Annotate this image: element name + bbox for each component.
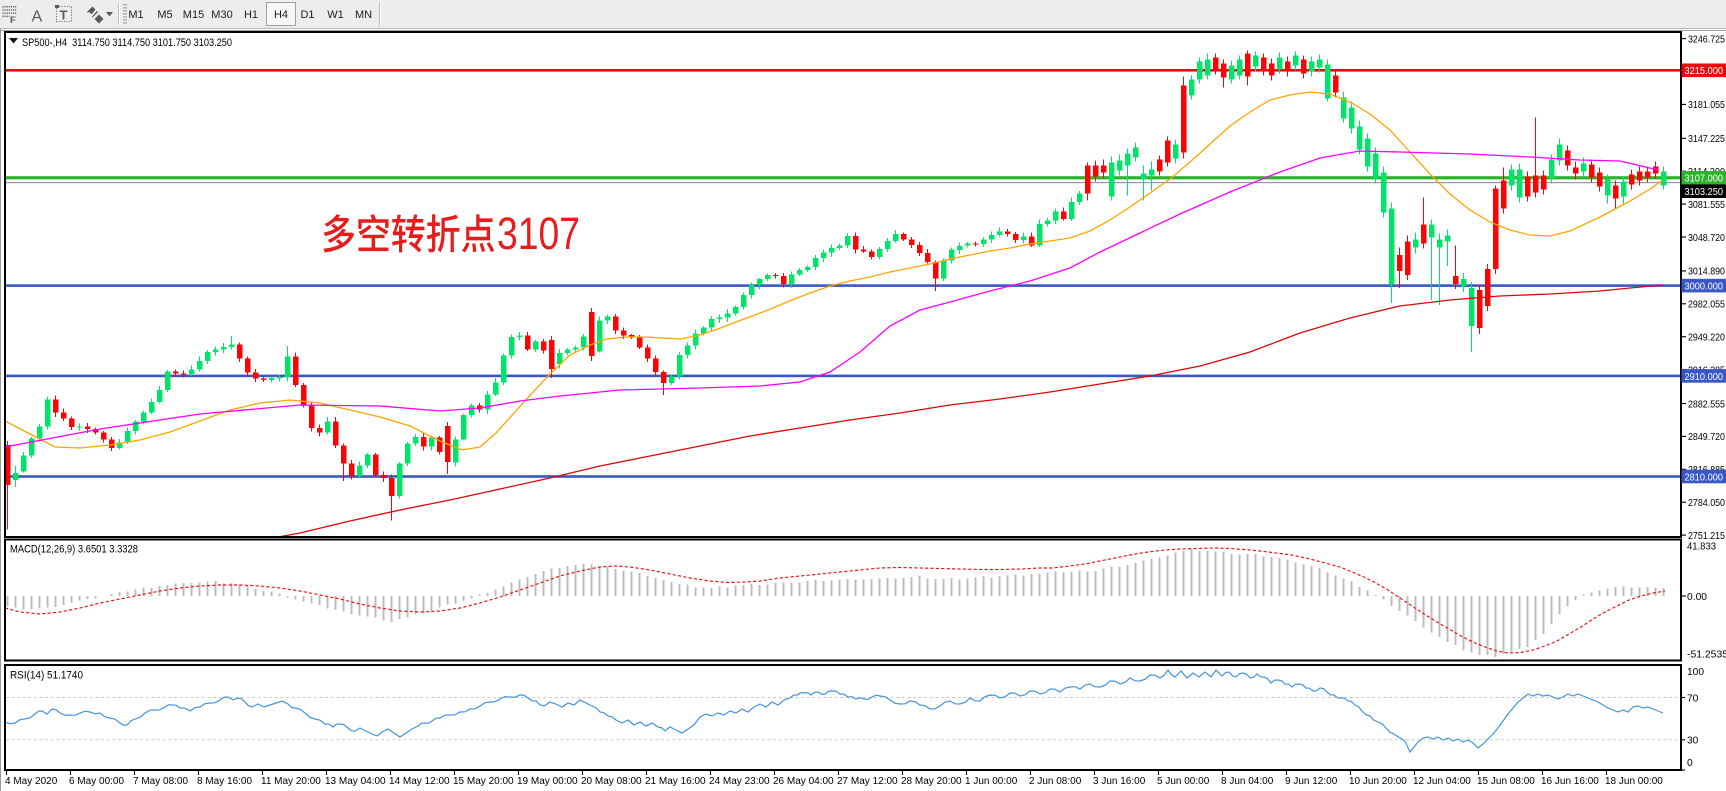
svg-text:H4: H4 bbox=[274, 9, 288, 21]
svg-text:19 May 00:00: 19 May 00:00 bbox=[517, 776, 578, 787]
svg-text:2849.720: 2849.720 bbox=[1688, 432, 1725, 443]
svg-text:27 May 12:00: 27 May 12:00 bbox=[837, 776, 898, 787]
svg-text:0: 0 bbox=[1687, 758, 1693, 769]
svg-text:3048.720: 3048.720 bbox=[1688, 233, 1725, 244]
svg-text:2910.000: 2910.000 bbox=[1685, 372, 1724, 383]
svg-text:21 May 16:00: 21 May 16:00 bbox=[645, 776, 706, 787]
svg-text:0.00: 0.00 bbox=[1687, 592, 1707, 603]
svg-text:9 Jun 12:00: 9 Jun 12:00 bbox=[1285, 776, 1338, 787]
svg-text:8 May 16:00: 8 May 16:00 bbox=[197, 776, 252, 787]
svg-text:M1: M1 bbox=[128, 9, 143, 21]
svg-text:T: T bbox=[60, 8, 68, 23]
svg-text:M30: M30 bbox=[211, 9, 232, 21]
svg-text:5 Jun 00:00: 5 Jun 00:00 bbox=[1157, 776, 1210, 787]
svg-text:F: F bbox=[10, 15, 16, 26]
svg-text:3107: 3107 bbox=[497, 208, 580, 259]
svg-text:D1: D1 bbox=[300, 9, 314, 21]
svg-text:H1: H1 bbox=[244, 9, 258, 21]
svg-text:3103.250: 3103.250 bbox=[1685, 187, 1724, 198]
svg-text:100: 100 bbox=[1687, 667, 1704, 678]
svg-text:15 May 20:00: 15 May 20:00 bbox=[453, 776, 514, 787]
svg-text:3 Jun 16:00: 3 Jun 16:00 bbox=[1093, 776, 1146, 787]
svg-text:2810.000: 2810.000 bbox=[1685, 472, 1724, 483]
svg-text:SP500-,H4 3114.750 3114.750 3: SP500-,H4 3114.750 3114.750 3101.750 310… bbox=[22, 37, 232, 49]
svg-text:M15: M15 bbox=[183, 9, 204, 21]
svg-text:20 May 08:00: 20 May 08:00 bbox=[581, 776, 642, 787]
svg-text:3000.000: 3000.000 bbox=[1685, 282, 1724, 293]
svg-text:3181.055: 3181.055 bbox=[1688, 100, 1725, 111]
svg-text:MN: MN bbox=[355, 9, 372, 21]
svg-text:2982.055: 2982.055 bbox=[1688, 300, 1725, 311]
svg-text:28 May 20:00: 28 May 20:00 bbox=[901, 776, 962, 787]
svg-text:M5: M5 bbox=[157, 9, 172, 21]
svg-text:2882.555: 2882.555 bbox=[1688, 399, 1725, 410]
svg-text:1 Jun 00:00: 1 Jun 00:00 bbox=[965, 776, 1018, 787]
svg-text:6 May 00:00: 6 May 00:00 bbox=[69, 776, 124, 787]
svg-text:3246.725: 3246.725 bbox=[1688, 34, 1725, 45]
svg-text:8 Jun 04:00: 8 Jun 04:00 bbox=[1221, 776, 1274, 787]
svg-text:A: A bbox=[32, 9, 43, 26]
svg-text:2949.220: 2949.220 bbox=[1688, 333, 1725, 344]
svg-text:15 Jun 08:00: 15 Jun 08:00 bbox=[1477, 776, 1535, 787]
svg-text:3014.890: 3014.890 bbox=[1688, 267, 1725, 278]
svg-text:18 Jun 00:00: 18 Jun 00:00 bbox=[1605, 776, 1663, 787]
svg-text:14 May 12:00: 14 May 12:00 bbox=[389, 776, 450, 787]
svg-text:70: 70 bbox=[1687, 694, 1699, 705]
svg-text:-51.2535: -51.2535 bbox=[1687, 650, 1726, 661]
svg-text:RSI(14) 51.1740: RSI(14) 51.1740 bbox=[10, 670, 83, 682]
svg-text:41.833: 41.833 bbox=[1687, 542, 1716, 553]
svg-text:3147.225: 3147.225 bbox=[1688, 134, 1725, 145]
svg-text:3081.555: 3081.555 bbox=[1688, 200, 1725, 211]
svg-text:13 May 04:00: 13 May 04:00 bbox=[325, 776, 386, 787]
svg-text:4 May 2020: 4 May 2020 bbox=[5, 776, 58, 787]
svg-text:W1: W1 bbox=[327, 9, 344, 21]
svg-text:2 Jun 08:00: 2 Jun 08:00 bbox=[1029, 776, 1082, 787]
svg-text:10 Jun 20:00: 10 Jun 20:00 bbox=[1349, 776, 1407, 787]
svg-text:16 Jun 16:00: 16 Jun 16:00 bbox=[1541, 776, 1599, 787]
svg-text:3107.000: 3107.000 bbox=[1685, 174, 1724, 185]
svg-text:7 May 08:00: 7 May 08:00 bbox=[133, 776, 188, 787]
svg-text:30: 30 bbox=[1687, 736, 1699, 747]
svg-text:24 May 23:00: 24 May 23:00 bbox=[709, 776, 770, 787]
svg-text:11 May 20:00: 11 May 20:00 bbox=[261, 776, 321, 787]
svg-text:12 Jun 04:00: 12 Jun 04:00 bbox=[1413, 776, 1471, 787]
svg-text:2784.050: 2784.050 bbox=[1688, 498, 1725, 509]
svg-text:MACD(12,26,9) 3.6501 3.3328: MACD(12,26,9) 3.6501 3.3328 bbox=[10, 544, 138, 556]
svg-text:26 May 04:00: 26 May 04:00 bbox=[773, 776, 834, 787]
svg-text:2751.215: 2751.215 bbox=[1688, 531, 1725, 542]
svg-text:3215.000: 3215.000 bbox=[1685, 66, 1724, 77]
